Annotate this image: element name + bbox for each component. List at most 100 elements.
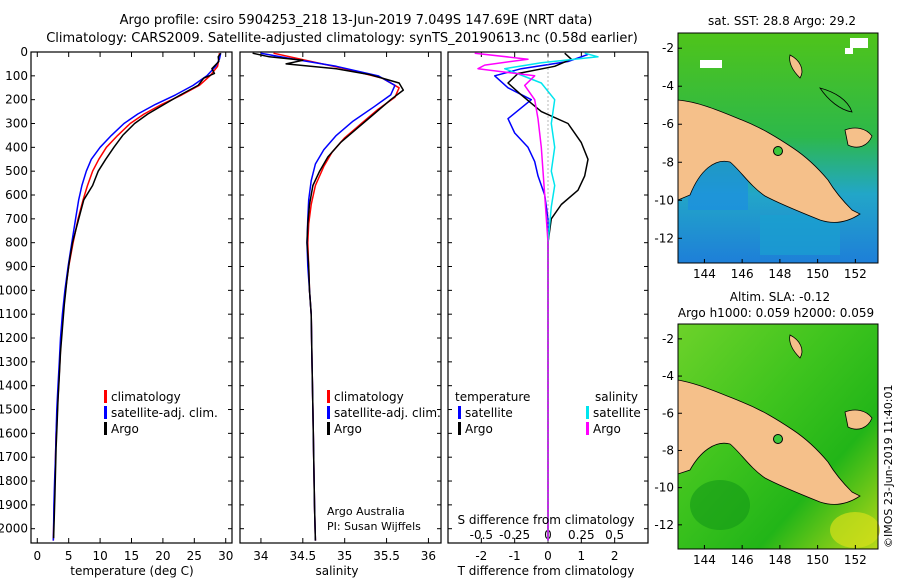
sla-low-patch bbox=[690, 480, 750, 530]
x-tick-label: 0 bbox=[544, 549, 552, 563]
salinity-panel: 34 34.5 35 35.5 36 salinity climatology sate… bbox=[239, 51, 442, 578]
argo-float-location bbox=[773, 434, 783, 444]
sst-land-island bbox=[789, 54, 803, 79]
watermark: ©IMOS 23-Jun-2019 11:40:01 bbox=[882, 384, 895, 548]
y-tick-label: 1400 bbox=[0, 379, 28, 393]
y-tick-label: 1900 bbox=[0, 498, 28, 512]
map-x-tick-label: 152 bbox=[844, 267, 867, 281]
map-y-tick-label: -4 bbox=[662, 369, 674, 383]
legend-label-satellite: satellite-adj. clim. bbox=[334, 406, 441, 420]
depth-axis: 0 100 200 300 400 500 600 700 800 900 1000 1100 1200… bbox=[0, 45, 232, 536]
difference-xlabel2: S difference from climatology bbox=[458, 513, 635, 527]
map-x-tick-label: 150 bbox=[806, 267, 829, 281]
credit-line2: PI: Susan Wijffels bbox=[327, 520, 421, 533]
y-tick-label: 800 bbox=[5, 236, 28, 250]
argo-float-location bbox=[773, 146, 783, 156]
temperature-panel: 0100200300400500600700800900100011001200… bbox=[0, 45, 233, 578]
series-line-argo bbox=[252, 52, 405, 541]
map-y-tick-label: -2 bbox=[662, 41, 674, 55]
sst-coastline bbox=[819, 87, 853, 113]
legend-swatch-s-satellite bbox=[586, 406, 589, 419]
y-tick-label: 400 bbox=[5, 140, 28, 154]
sst-missing-data bbox=[845, 48, 853, 54]
series-line-s-satellite bbox=[503, 52, 599, 541]
sla-map-title: Altim. SLA: -0.12 bbox=[730, 290, 830, 304]
legend-swatch-satellite bbox=[327, 406, 330, 419]
y-tick-label: 1000 bbox=[0, 283, 28, 297]
legend-label-satellite: satellite-adj. clim. bbox=[111, 406, 218, 420]
x-tick-label: 1 bbox=[578, 549, 586, 563]
legend-label-t-argo: Argo bbox=[465, 422, 493, 436]
x-tick-label: 34.5 bbox=[289, 549, 316, 563]
title-line1: Argo profile: csiro 5904253_218 13-Jun-2… bbox=[120, 13, 593, 28]
sst-map-ticks: 144 146 148 150 152 -2 -4 -6 -8 -10 -12 bbox=[654, 41, 866, 281]
x-tick-label: 15 bbox=[124, 549, 139, 563]
legend-swatch-climatology bbox=[104, 390, 107, 403]
map-x-tick-label: 144 bbox=[693, 553, 716, 567]
x-tick-label: 2 bbox=[611, 549, 619, 563]
y-tick-label: 1800 bbox=[0, 474, 28, 488]
legend-label-s-argo: Argo bbox=[593, 422, 621, 436]
temperature-profiles bbox=[52, 52, 222, 541]
x-tick-label: 36 bbox=[421, 549, 436, 563]
series-line-s-argo bbox=[474, 52, 549, 541]
map-x-tick-label: 146 bbox=[731, 553, 754, 567]
sla-map-frame bbox=[677, 323, 879, 550]
difference-xlabel: T difference from climatology bbox=[457, 564, 635, 578]
x-tick-label: 5 bbox=[65, 549, 73, 563]
x-tick-label: -1 bbox=[509, 549, 521, 563]
y-tick-label: 1700 bbox=[0, 450, 28, 464]
series-line-argo bbox=[52, 52, 222, 539]
difference-y-ticks bbox=[448, 51, 648, 530]
y-tick-label: 0 bbox=[20, 45, 28, 59]
series-line-climatology bbox=[273, 52, 400, 541]
temperature-legend: climatology satellite-adj. clim. Argo bbox=[104, 390, 218, 436]
y-tick-label: 300 bbox=[5, 117, 28, 131]
map-y-tick-label: -8 bbox=[662, 443, 674, 457]
legend-swatch-t-satellite bbox=[458, 406, 461, 419]
sla-land-island bbox=[844, 409, 873, 430]
map-x-tick-label: 152 bbox=[844, 553, 867, 567]
y-tick-label: 700 bbox=[5, 212, 28, 226]
legend-label-argo: Argo bbox=[334, 422, 362, 436]
salinity-y-ticks bbox=[240, 51, 441, 530]
legend-swatch-t-argo bbox=[458, 422, 461, 435]
legend-swatch-s-argo bbox=[586, 422, 589, 435]
y-tick-label: 1100 bbox=[0, 307, 28, 321]
salinity-x-axis: 34 34.5 35 35.5 36 bbox=[253, 52, 436, 563]
x-tick-label: -2 bbox=[475, 549, 487, 563]
legend-label-climatology: climatology bbox=[334, 390, 404, 404]
y-tick-label: 500 bbox=[5, 164, 28, 178]
map-y-tick-label: -4 bbox=[662, 79, 674, 93]
map-y-tick-label: -2 bbox=[662, 332, 674, 346]
y-tick-label: 1200 bbox=[0, 331, 28, 345]
sst-land-island bbox=[844, 127, 873, 148]
difference-profiles bbox=[474, 52, 599, 543]
series-line-satellite-adj-clim- bbox=[260, 52, 396, 541]
map-x-tick-label: 148 bbox=[768, 553, 791, 567]
x-tick-label: 35 bbox=[337, 549, 352, 563]
y-tick-label: 1600 bbox=[0, 426, 28, 440]
x-tick-label: 35.5 bbox=[373, 549, 400, 563]
legend-label-argo: Argo bbox=[111, 422, 139, 436]
sst-missing-data bbox=[850, 38, 868, 48]
legend-swatch-satellite bbox=[104, 406, 107, 419]
legend-swatch-argo bbox=[327, 422, 330, 435]
sst-map: sat. SST: 28.8 Argo: 29.2 bbox=[654, 14, 879, 281]
x2-tick-label: 0.5 bbox=[605, 528, 624, 542]
legend-label-s-satellite: satellite bbox=[593, 406, 641, 420]
x-tick-label: 20 bbox=[155, 549, 170, 563]
map-y-tick-label: -12 bbox=[654, 518, 674, 532]
temperature-x-axis: 0 5 10 15 20 25 30 bbox=[33, 52, 233, 563]
y-tick-label: 900 bbox=[5, 260, 28, 274]
series-line-satellite-adj-clim- bbox=[52, 53, 222, 541]
y-tick-label: 100 bbox=[5, 69, 28, 83]
map-x-tick-label: 146 bbox=[731, 267, 754, 281]
sla-map-subtitle: Argo h1000: 0.059 h2000: 0.059 bbox=[678, 306, 874, 320]
map-y-tick-label: -6 bbox=[662, 406, 674, 420]
map-y-tick-label: -8 bbox=[662, 155, 674, 169]
map-x-tick-label: 144 bbox=[693, 267, 716, 281]
legend-title-temperature: temperature bbox=[455, 390, 530, 404]
legend-swatch-argo bbox=[104, 422, 107, 435]
